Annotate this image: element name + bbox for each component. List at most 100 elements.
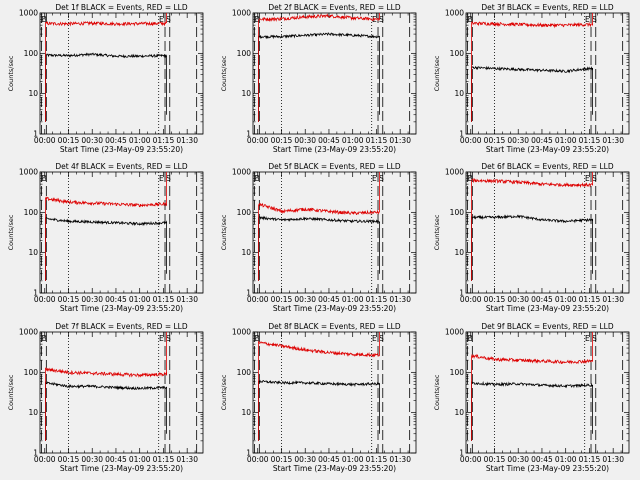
end-marker-label: E: [159, 15, 164, 24]
y-tick-label: 100: [450, 368, 465, 377]
panel-det-1: Det 1f BLACK = Events, RED = LLD 1 10 100 10…: [7, 3, 204, 154]
x-tick-label: 01:15: [366, 455, 388, 464]
x-tick-label: 01:15: [579, 455, 601, 464]
y-tick-label: 1000: [232, 9, 251, 18]
start-marker-label: B: [468, 174, 473, 183]
x-tick-label: 01:00: [342, 136, 364, 145]
y-tick-label: 100: [450, 49, 465, 58]
x-tick-label: 00:45: [531, 136, 553, 145]
x-tick-label: 01:30: [389, 295, 411, 304]
x-tick-label: 00:30: [294, 455, 316, 464]
x-axis-label: Start Time (23-May-09 23:55:20): [486, 464, 609, 473]
x-tick-label: 00:15: [271, 295, 293, 304]
panel-det-4: Det 4f BLACK = Events, RED = LLD 1 10 100 10…: [7, 162, 204, 313]
y-tick-label: 100: [237, 368, 252, 377]
y-tick-label: 10: [241, 408, 251, 417]
panel-det-9: Det 9f BLACK = Events, RED = LLD 1 10 100 10…: [433, 322, 630, 473]
panel-title: Det 7f BLACK = Events, RED = LLD: [55, 322, 188, 331]
x-tick-label: 00:30: [81, 455, 103, 464]
x-tick-label: 01:30: [602, 455, 624, 464]
y-tick-label: 100: [237, 208, 252, 217]
y-axis-label: Counts/sec: [220, 374, 228, 410]
y-tick-label: 1000: [445, 168, 464, 177]
x-tick-label: 00:45: [105, 295, 127, 304]
y-tick-label: 10: [454, 408, 464, 417]
y-tick-label: 1: [33, 289, 38, 298]
lld-series-line: [471, 13, 593, 122]
y-tick-label: 10: [28, 89, 38, 98]
x-tick-label: 01:15: [153, 136, 175, 145]
x-axis-label: Start Time (23-May-09 23:55:20): [273, 304, 396, 313]
plot-frame: [252, 12, 417, 135]
x-axis-label: Start Time (23-May-09 23:55:20): [60, 464, 183, 473]
end-marker-label-2: S: [166, 334, 171, 343]
lld-series-line: [258, 172, 380, 281]
x-tick-label: 01:15: [366, 136, 388, 145]
panel-det-6: Det 6f BLACK = Events, RED = LLD 1 10 100 10…: [433, 162, 630, 313]
y-tick-label: 1: [459, 449, 464, 458]
end-marker-label: E: [372, 174, 377, 183]
y-tick-label: 10: [241, 248, 251, 257]
x-tick-label: 00:45: [105, 455, 127, 464]
x-tick-label: 01:30: [602, 295, 624, 304]
x-axis-label: Start Time (23-May-09 23:55:20): [273, 464, 396, 473]
start-marker-label: B: [255, 334, 260, 343]
y-tick-label: 1: [459, 130, 464, 139]
x-tick-label: 00:00: [460, 455, 482, 464]
x-tick-label: 01:30: [389, 455, 411, 464]
x-tick-label: 01:30: [389, 136, 411, 145]
x-tick-label: 01:30: [602, 136, 624, 145]
end-marker-label-2: S: [379, 334, 384, 343]
end-marker-label: E: [585, 174, 590, 183]
y-tick-label: 1000: [232, 168, 251, 177]
end-marker-label-2: S: [592, 15, 597, 24]
x-tick-label: 01:00: [129, 295, 151, 304]
panel-title: Det 3f BLACK = Events, RED = LLD: [481, 3, 614, 12]
x-tick-label: 00:45: [531, 295, 553, 304]
plot-frame: [39, 331, 204, 454]
x-tick-label: 00:15: [58, 136, 80, 145]
x-axis-label: Start Time (23-May-09 23:55:20): [60, 304, 183, 313]
x-tick-label: 00:30: [81, 136, 103, 145]
x-tick-label: 01:00: [129, 455, 151, 464]
events-series-line: [258, 32, 380, 122]
x-tick-label: 00:00: [247, 455, 269, 464]
x-axis-label: Start Time (23-May-09 23:55:20): [486, 304, 609, 313]
y-tick-label: 1: [246, 449, 251, 458]
end-marker-label: E: [585, 15, 590, 24]
y-tick-label: 1: [246, 130, 251, 139]
x-tick-label: 01:15: [366, 295, 388, 304]
plot-frame: [39, 12, 204, 135]
plot-frame: [465, 331, 630, 454]
panel-det-7: Det 7f BLACK = Events, RED = LLD 1 10 100 10…: [7, 322, 204, 473]
panel-det-3: Det 3f BLACK = Events, RED = LLD 1 10 100 10…: [433, 3, 630, 154]
y-axis-label: Counts/sec: [7, 55, 15, 91]
y-axis-label: Counts/sec: [220, 214, 228, 250]
x-tick-label: 01:00: [342, 455, 364, 464]
y-tick-label: 100: [24, 208, 39, 217]
events-series-line: [471, 214, 593, 281]
events-series-line: [258, 379, 380, 441]
x-tick-label: 00:00: [34, 295, 56, 304]
panel-title: Det 2f BLACK = Events, RED = LLD: [268, 3, 401, 12]
end-marker-label-2: S: [379, 15, 384, 24]
lld-series-line: [45, 332, 167, 441]
x-tick-label: 00:15: [58, 295, 80, 304]
end-marker-label-2: S: [166, 174, 171, 183]
start-marker-label: B: [42, 174, 47, 183]
plot-frame: [252, 331, 417, 454]
plot-frame: [465, 12, 630, 135]
end-marker-label: E: [372, 334, 377, 343]
y-tick-label: 100: [237, 49, 252, 58]
y-tick-label: 1000: [19, 328, 38, 337]
panel-title: Det 4f BLACK = Events, RED = LLD: [55, 162, 188, 171]
x-axis-label: Start Time (23-May-09 23:55:20): [273, 145, 396, 154]
lld-series-line: [45, 13, 167, 122]
panel-title: Det 6f BLACK = Events, RED = LLD: [481, 162, 614, 171]
y-axis-label: Counts/sec: [433, 374, 441, 410]
events-series-line: [45, 52, 167, 122]
x-tick-label: 00:30: [81, 295, 103, 304]
x-tick-label: 00:45: [318, 295, 340, 304]
plot-frame: [39, 171, 204, 294]
